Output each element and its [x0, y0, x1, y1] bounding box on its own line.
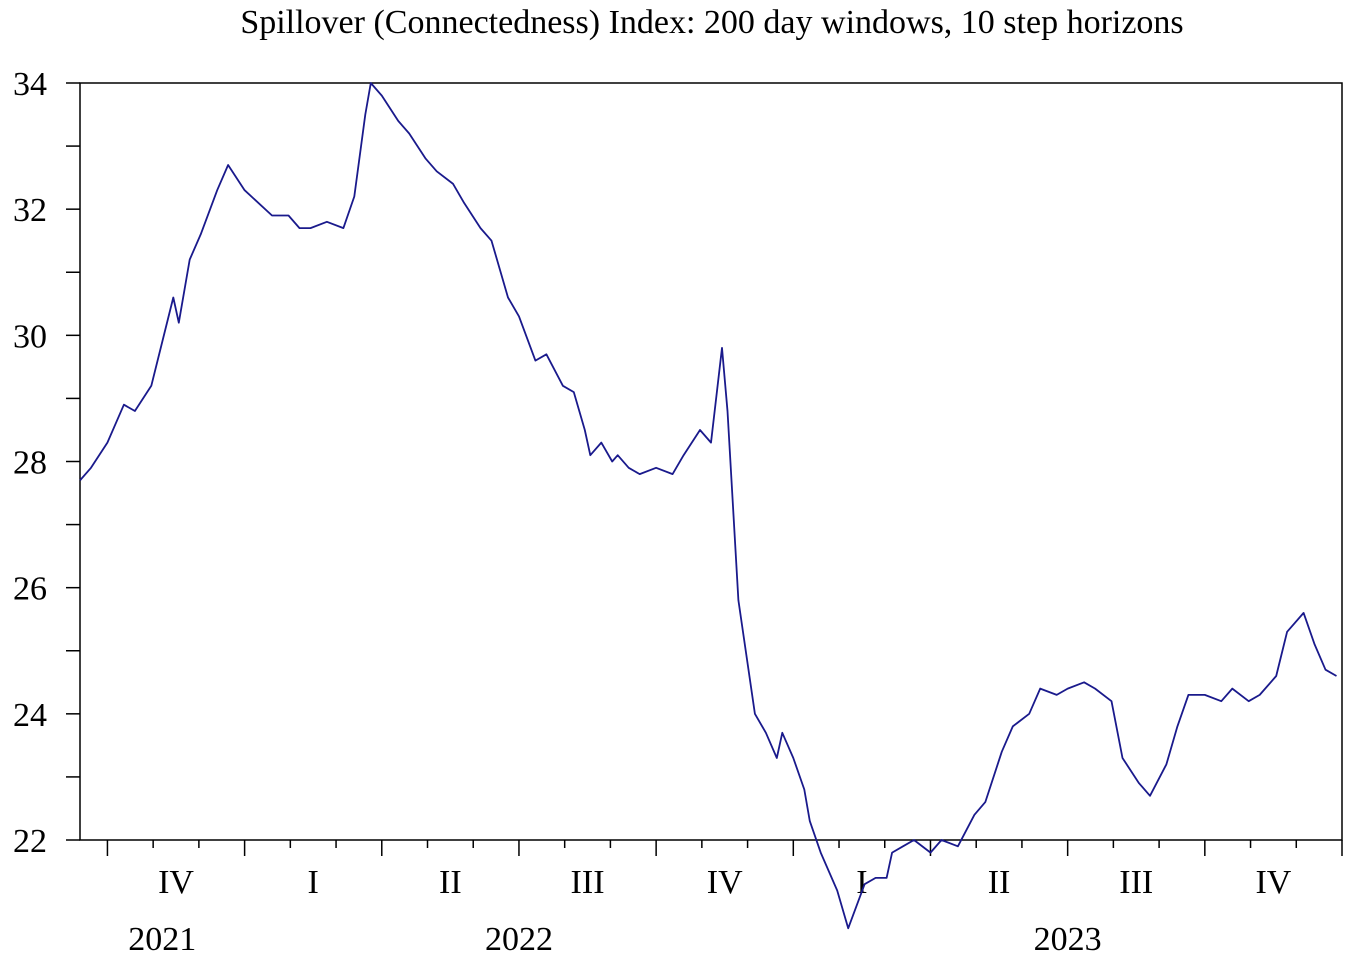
y-tick-label: 26 — [13, 571, 47, 608]
series-layer — [79, 82, 1337, 930]
y-tick-label: 30 — [13, 318, 47, 355]
chart-title: Spillover (Connectedness) Index: 200 day… — [240, 4, 1183, 41]
x-quarter-label: IV — [1255, 864, 1291, 901]
y-tick-label: 22 — [13, 823, 47, 860]
y-tick-label: 28 — [13, 445, 47, 482]
x-quarter-label: III — [571, 864, 605, 901]
plot-area-frame — [79, 82, 1343, 841]
x-year-label: 2021 — [128, 921, 196, 958]
x-quarter-label: III — [1119, 864, 1153, 901]
x-quarter-label: I — [308, 864, 319, 901]
y-axis: 34 32 30 28 26 24 22 — [13, 66, 80, 860]
x-quarter-label: II — [439, 864, 462, 901]
series-line — [79, 82, 1337, 930]
x-quarter-label: II — [988, 864, 1011, 901]
y-tick-label: 24 — [13, 697, 47, 734]
x-quarter-label: IV — [158, 864, 194, 901]
x-quarter-label: I — [856, 864, 867, 901]
x-quarter-label: IV — [707, 864, 743, 901]
x-year-label: 2022 — [485, 921, 553, 958]
y-tick-label: 34 — [13, 66, 47, 103]
x-year-label: 2023 — [1034, 921, 1102, 958]
y-tick-label: 32 — [13, 192, 47, 229]
